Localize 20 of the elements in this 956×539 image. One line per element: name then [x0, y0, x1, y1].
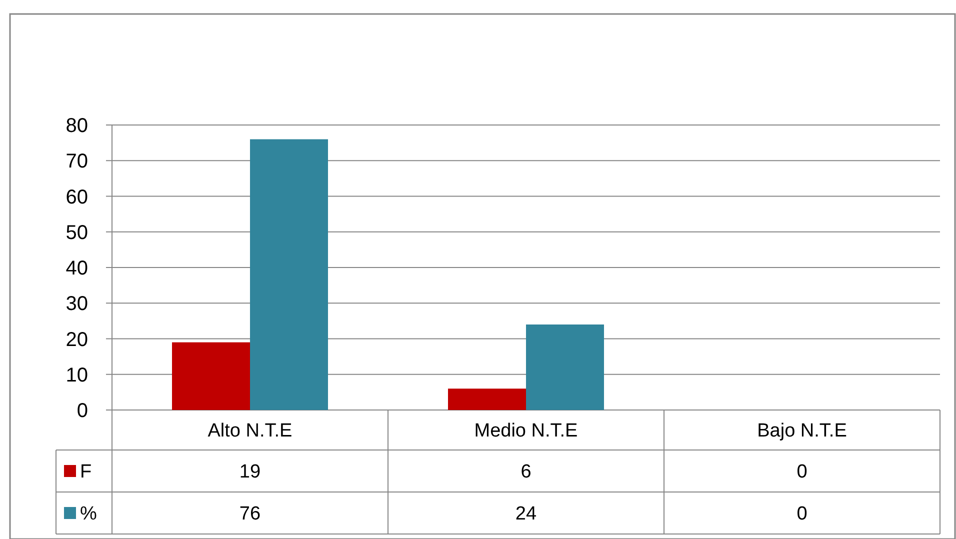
y-tick-label: 10	[66, 364, 88, 386]
legend-label: %	[80, 504, 97, 525]
y-tick-label: 30	[66, 293, 88, 316]
y-tick-label: 50	[66, 222, 88, 244]
data-label: 19	[239, 462, 261, 483]
y-tick-label: 40	[66, 258, 88, 280]
data-label: 6	[520, 462, 532, 483]
data-label: 0	[796, 462, 808, 483]
y-tick-label: 20	[66, 328, 88, 351]
x-tick-label: Alto N.T.E	[208, 420, 292, 442]
x-tick-label: Bajo N.T.E	[757, 420, 847, 442]
x-tick-label: Medio N.T.E	[474, 420, 578, 442]
y-tick-label: 0	[76, 400, 88, 422]
y-tick-label: 60	[66, 186, 88, 208]
data-label: 0	[796, 504, 808, 525]
data-label: 24	[515, 504, 537, 525]
legend-label: F	[80, 462, 92, 483]
y-tick-label: 80	[66, 115, 88, 137]
data-label: 76	[239, 504, 261, 525]
y-tick-label: 70	[66, 150, 88, 173]
